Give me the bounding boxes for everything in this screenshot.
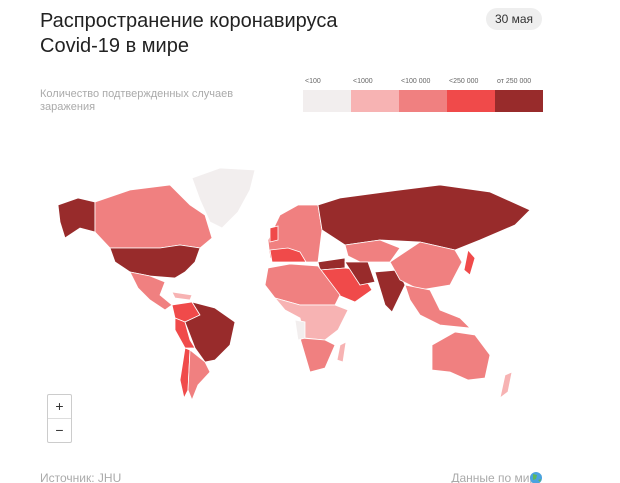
legend-swatch <box>399 90 447 112</box>
legend: <100 <1000 <100 000 <250 000 от 250 000 <box>303 78 543 112</box>
legend-swatch <box>351 90 399 112</box>
china <box>389 241 463 291</box>
legend-item-label: от 250 000 <box>497 78 532 85</box>
legend-item: от 250 000 <box>495 78 543 112</box>
legend-swatch <box>303 90 351 112</box>
canada <box>94 184 213 249</box>
chile <box>179 347 191 400</box>
legend-label: Количество подтвержденных случаев зараже… <box>40 88 234 113</box>
africa-central <box>273 297 349 341</box>
southeast-asia <box>404 284 472 329</box>
madagascar <box>336 341 347 363</box>
legend-item: <100 <box>303 78 351 112</box>
legend-item-label: <1000 <box>353 78 373 85</box>
legend-item-label: <100 <box>305 78 321 85</box>
legend-item: <1000 <box>351 78 399 112</box>
legend-swatch <box>447 90 495 112</box>
caribbean <box>171 291 193 301</box>
legend-item-label: <250 000 <box>449 78 479 85</box>
greenland <box>191 167 256 229</box>
date-badge: 30 мая <box>486 8 542 30</box>
usa <box>109 244 201 279</box>
africa-light <box>294 319 306 341</box>
iran <box>344 261 376 286</box>
globe-icon <box>530 472 542 483</box>
new-zealand <box>499 371 513 399</box>
mexico <box>129 271 173 311</box>
japan <box>463 249 476 276</box>
argentina <box>187 349 211 402</box>
india <box>374 269 406 313</box>
zoom-in-button[interactable]: + <box>55 398 64 414</box>
title: Распространение коронавируса Covid-19 в … <box>40 10 338 57</box>
australia <box>431 331 491 381</box>
spain-italy <box>269 247 307 263</box>
africa-south <box>299 337 336 373</box>
russia <box>317 184 531 251</box>
source: Источник: JHU <box>40 471 122 483</box>
legend-item: <250 000 <box>447 78 495 112</box>
zoom-out-button[interactable]: − <box>48 418 71 442</box>
legend-swatch <box>495 90 543 112</box>
zoom-controls: + − <box>47 394 72 443</box>
world-data-link[interactable]: Данные по миру <box>451 471 542 483</box>
uk <box>269 225 279 243</box>
legend-item-label: <100 000 <box>401 78 431 85</box>
legend-item: <100 000 <box>399 78 447 112</box>
alaska <box>57 197 96 239</box>
